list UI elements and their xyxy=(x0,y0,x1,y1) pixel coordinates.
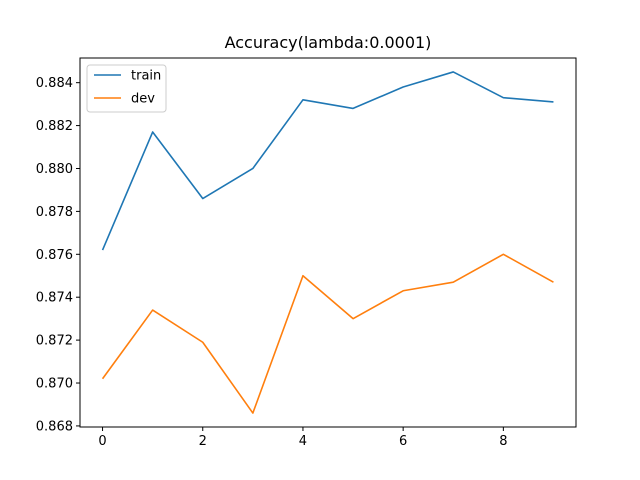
x-tick-label: 8 xyxy=(499,434,507,449)
legend-label-dev: dev xyxy=(131,92,155,107)
legend-label-train: train xyxy=(131,69,161,84)
legend-box xyxy=(86,64,167,113)
x-tick-label: 4 xyxy=(299,434,307,449)
axes: 0 2 4 6 8 0.868 0.870 0.872 0.874 0.876 0.878 0.880… xyxy=(36,76,508,449)
y-tick-label: 0.878 xyxy=(36,205,73,220)
x-tick-label: 6 xyxy=(399,434,407,449)
chart-title: Accuracy(lambda:0.0001) xyxy=(225,33,432,52)
y-tick-label: 0.874 xyxy=(36,291,73,306)
series-layer xyxy=(101,71,554,414)
y-tick-label: 0.872 xyxy=(36,334,73,349)
plot-frame xyxy=(79,57,577,428)
series-line-dev xyxy=(101,253,554,414)
y-tick-label: 0.870 xyxy=(36,377,73,392)
x-tick-label: 2 xyxy=(199,434,207,449)
x-tick-label: 0 xyxy=(98,434,106,449)
y-tick-label: 0.876 xyxy=(36,248,73,263)
y-tick-label: 0.884 xyxy=(36,76,73,91)
legend: train dev xyxy=(86,64,167,113)
series-line-train xyxy=(101,71,554,251)
y-tick-label: 0.882 xyxy=(36,119,73,134)
y-tick-label: 0.880 xyxy=(36,162,73,177)
y-tick-label: 0.868 xyxy=(36,419,73,434)
